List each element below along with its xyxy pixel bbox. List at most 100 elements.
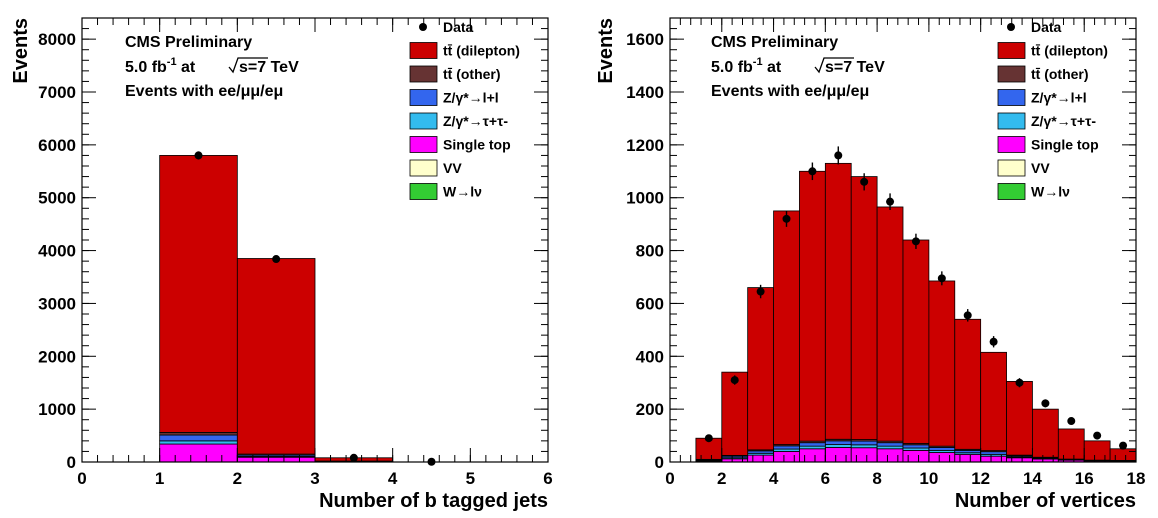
right-xtick-label-7: 14 [1023, 469, 1042, 488]
right-bar-z-l-l-9 [928, 447, 956, 451]
left-cms-label: CMS Preliminary 5.0 fb-1 at s=7 TeV Even… [125, 34, 299, 100]
right-bar-single-top-7 [876, 448, 904, 463]
left-lumi-text: 5.0 fb-1 at [125, 56, 196, 76]
right-bar-tt-dilepton--16 [1109, 448, 1137, 461]
right-bar-single-top-10 [954, 453, 982, 463]
left-legend-tt-dilepton--swatch [409, 42, 438, 59]
left-xtick-label-1: 1 [155, 469, 164, 488]
right-bar-z-l-l-3 [773, 445, 800, 450]
right-bar-tt-dilepton--10 [954, 318, 982, 450]
left-bar-z--1 [159, 440, 238, 445]
right-bar-z--6 [850, 444, 878, 449]
left-legend-single-top-swatch [409, 136, 438, 153]
right-xtick-label-4: 8 [872, 469, 881, 488]
left-bar-tt-dilepton--2 [236, 258, 316, 455]
right-data-point-0 [704, 434, 713, 443]
right-data-point-5 [834, 151, 843, 160]
right-xtick-label-1: 2 [717, 469, 726, 488]
left-data-point-0 [194, 151, 203, 160]
left-xtick-label-2: 2 [233, 469, 242, 488]
right-lumi-exponent: -1 [753, 56, 763, 68]
right-data-point-6 [860, 177, 869, 186]
right-ytick-label-3: 600 [636, 294, 664, 313]
left-axis-ticks: 0 1 2 3 4 5 6 0 1000 2000 3000 4000 5000 6000 7000 8000 [38, 17, 553, 488]
right-bar-tt-dilepton--6 [850, 176, 878, 440]
right-energy-text: s=7 TeV [825, 59, 885, 76]
right-xtick-label-2: 4 [769, 469, 779, 488]
left-lumi-value: 5.0 fb [125, 59, 167, 76]
left-energy-text: s=7 TeV [239, 59, 299, 76]
right-legend-vv-label: VV [1031, 160, 1050, 176]
right-lumi-value: 5.0 fb [711, 59, 753, 76]
right-xtick-label-5: 10 [919, 469, 938, 488]
right-lumi-text: 5.0 fb-1 at [711, 56, 782, 76]
right-data-point-9 [937, 274, 946, 283]
right-data-point-13 [1041, 399, 1050, 408]
right-bar-single-top-5 [824, 447, 852, 463]
right-bar-single-top-11 [980, 455, 1007, 463]
left-legend-w-l--label: W→lν [443, 184, 482, 200]
right-ytick-label-8: 1600 [626, 30, 664, 49]
right-legend-z-l-l-label: Z/γ*→l+l [1031, 90, 1087, 106]
right-data-points [704, 146, 1128, 450]
left-legend-z-l-l-label: Z/γ*→l+l [443, 90, 499, 106]
right-legend-single-top-label: Single top [1031, 137, 1099, 153]
left-legend-w-l--swatch [409, 183, 438, 200]
right-xtick-label-8: 16 [1075, 469, 1094, 488]
right-legend-tt-other--label: tt̄ (other) [1031, 66, 1089, 82]
left-ytick-label-0: 0 [67, 453, 76, 472]
left-channel-text: Events with ee/μμ/eμ [125, 83, 283, 100]
right-bar-single-top-3 [773, 451, 800, 463]
right-data-point-16 [1119, 441, 1128, 450]
right-bar-single-top-2 [747, 454, 774, 463]
right-data-point-8 [911, 237, 920, 246]
left-cms-preliminary: CMS Preliminary [125, 34, 252, 51]
right-bar-tt-dilepton--3 [773, 210, 800, 445]
right-xtick-label-3: 6 [821, 469, 830, 488]
left-xtick-label-3: 3 [310, 469, 319, 488]
left-legend-data-label: Data [443, 19, 474, 35]
right-bar-tt-dilepton--12 [1006, 380, 1033, 456]
right-bar-z-l-l-5 [824, 440, 852, 445]
right-bar-tt-dilepton--11 [980, 351, 1007, 452]
right-bar-single-top-9 [928, 452, 956, 463]
right-bar-tt-dilepton--9 [928, 280, 956, 447]
right-ytick-label-1: 200 [636, 400, 664, 419]
left-bar-single-top-2 [236, 456, 316, 463]
right-legend-z-l-l-swatch [997, 89, 1026, 106]
right-bar-tt-dilepton--5 [824, 162, 852, 440]
right-legend-data-marker [1007, 23, 1015, 31]
right-bar-tt-dilepton--2 [747, 287, 774, 451]
right-xtick-label-9: 18 [1127, 469, 1146, 488]
left-data-point-2 [349, 453, 358, 462]
right-xtick-label-0: 0 [665, 469, 674, 488]
left-legend: Data tt̄ (dilepton) tt̄ (other) Z/γ*→l+l Z/γ… [409, 19, 520, 200]
right-ytick-label-0: 0 [655, 453, 664, 472]
right-data-point-10 [963, 311, 972, 320]
left-legend-vv-label: VV [443, 160, 462, 176]
left-ytick-label-3: 3000 [38, 294, 76, 313]
right-legend-z--swatch [997, 112, 1026, 130]
right-data-point-14 [1067, 417, 1076, 426]
right-plot-panel: 0 2 4 6 8 10 12 14 16 18 0 200 400 600 800 1000 1200 1400… [595, 17, 1146, 512]
left-ylabel: Events [10, 18, 32, 84]
right-channel-text: Events with ee/μμ/eμ [711, 83, 869, 100]
right-bar-single-top-6 [850, 447, 878, 463]
right-ytick-label-7: 1400 [626, 83, 664, 102]
left-ytick-label-1: 1000 [38, 400, 76, 419]
left-ytick-label-2: 2000 [38, 347, 76, 366]
right-axis-ticks: 0 2 4 6 8 10 12 14 16 18 0 200 400 600 800 1000 1200 1400… [626, 17, 1146, 488]
left-legend-tt-other--swatch [409, 65, 438, 83]
left-ytick-label-4: 4000 [38, 242, 76, 261]
right-legend: Data tt̄ (dilepton) tt̄ (other) Z/γ*→l+l Z/γ… [997, 19, 1108, 200]
right-legend-single-top-swatch [997, 136, 1026, 153]
right-bar-z-l-l-6 [850, 440, 878, 446]
right-ytick-label-5: 1000 [626, 189, 664, 208]
left-xtick-label-5: 5 [466, 469, 475, 488]
right-data-point-1 [730, 376, 739, 385]
right-bar-tt-dilepton--7 [876, 206, 904, 442]
right-bar-z-l-l-4 [799, 442, 826, 447]
right-ylabel: Events [595, 18, 617, 84]
right-bar-single-top-12 [1006, 457, 1033, 463]
